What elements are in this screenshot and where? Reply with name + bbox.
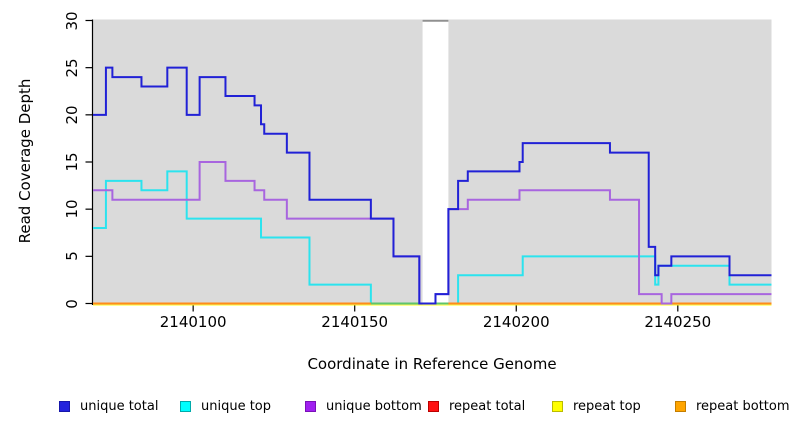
legend-swatch-repeat-bottom <box>675 400 686 412</box>
legend-label: repeat top <box>573 398 641 414</box>
legend-label: unique top <box>201 398 272 414</box>
legend-item-repeat-bottom: repeat bottom <box>675 398 790 414</box>
x-tick-label: 2140100 <box>159 313 227 331</box>
y-tick-label: 15 <box>63 152 81 172</box>
legend-swatch-unique-total <box>59 400 70 412</box>
y-tick-label: 30 <box>63 10 81 31</box>
legend-item-unique-total: unique total <box>59 398 158 414</box>
x-tick-label: 2140250 <box>644 313 712 331</box>
y-tick-label: 20 <box>63 105 81 125</box>
legend-label: unique total <box>80 398 159 414</box>
series-line-unique-top <box>93 170 772 305</box>
y-axis-title: Read Coverage Depth <box>16 78 34 244</box>
legend-item-repeat-top: repeat top <box>552 398 641 414</box>
legend-label: repeat total <box>449 398 526 414</box>
legend-swatch-repeat-total <box>428 400 439 412</box>
legend-label: unique bottom <box>326 398 422 414</box>
series-line-unique-total <box>93 66 772 305</box>
legend-label: repeat bottom <box>696 398 790 414</box>
x-tick-label: 2140150 <box>321 313 389 331</box>
legend-swatch-unique-bottom <box>305 400 316 412</box>
legend-item-repeat-total: repeat total <box>428 398 525 414</box>
y-tick-label: 25 <box>63 58 81 78</box>
y-tick-label: 5 <box>63 251 81 262</box>
y-tick-label: 10 <box>63 199 81 219</box>
legend-item-unique-top: unique top <box>180 398 271 414</box>
legend: unique total unique top unique bottom repea… <box>0 398 792 416</box>
mask-band <box>422 19 449 305</box>
x-tick-label: 2140200 <box>482 313 550 331</box>
x-axis-title: Coordinate in Reference Genome <box>307 355 557 373</box>
legend-swatch-repeat-top <box>552 400 563 412</box>
legend-swatch-unique-top <box>180 400 191 412</box>
legend-item-unique-bottom: unique bottom <box>305 398 422 414</box>
y-tick-label: 0 <box>63 298 81 309</box>
